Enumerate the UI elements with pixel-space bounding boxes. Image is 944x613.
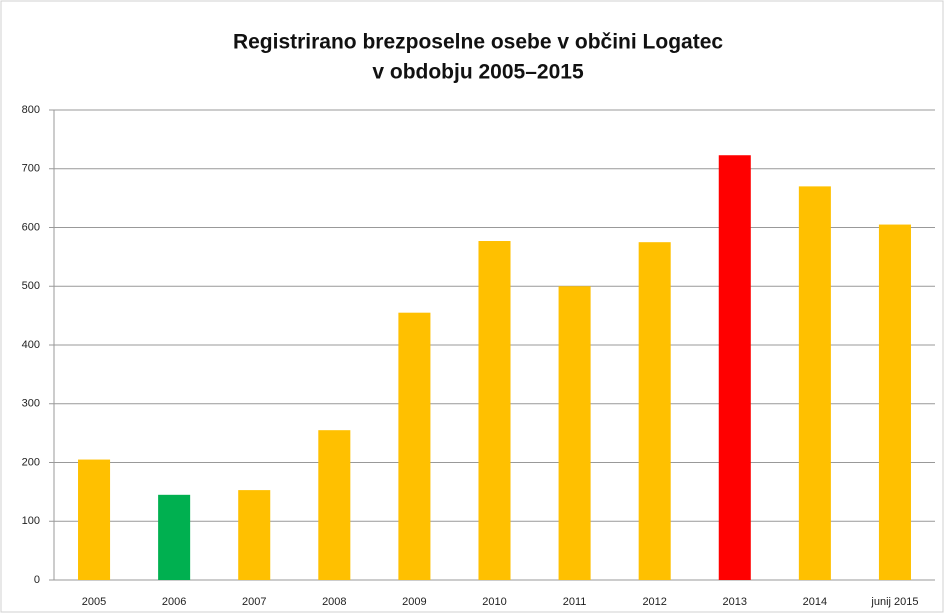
- bar: [78, 459, 111, 580]
- y-tick-label: 800: [22, 104, 40, 116]
- bar: [478, 241, 511, 580]
- bar: [558, 286, 591, 580]
- bar: [238, 490, 271, 580]
- y-tick-label: 700: [22, 163, 40, 175]
- y-tick-label: 300: [22, 398, 40, 410]
- bar: [718, 155, 751, 581]
- chart-title: Registrirano brezposelne osebe v občini …: [233, 31, 723, 54]
- x-tick-label: 2008: [322, 596, 346, 608]
- y-tick-label: 400: [22, 339, 40, 351]
- x-tick-label: 2011: [563, 596, 587, 608]
- x-tick-label: 2012: [642, 596, 666, 608]
- x-tick-label: 2005: [82, 596, 106, 608]
- y-tick-label: 200: [22, 456, 40, 468]
- x-tick-label: 2006: [162, 596, 186, 608]
- chart-title: v obdobju 2005–2015: [372, 61, 584, 84]
- x-tick-label: 2009: [402, 596, 426, 608]
- x-tick-label: 2010: [482, 596, 506, 608]
- bar: [798, 186, 831, 580]
- x-tick-label: junij 2015: [870, 596, 918, 608]
- y-tick-label: 0: [34, 574, 40, 586]
- bar: [158, 494, 191, 580]
- x-tick-label: 2013: [723, 596, 747, 608]
- bar: [398, 312, 431, 580]
- x-tick-label: 2014: [803, 596, 827, 608]
- y-tick-label: 500: [22, 280, 40, 292]
- bar: [318, 430, 351, 580]
- x-tick-label: 2007: [242, 596, 266, 608]
- y-tick-label: 600: [22, 221, 40, 233]
- bar: [878, 224, 911, 580]
- y-tick-label: 100: [22, 515, 40, 527]
- bar: [638, 242, 671, 580]
